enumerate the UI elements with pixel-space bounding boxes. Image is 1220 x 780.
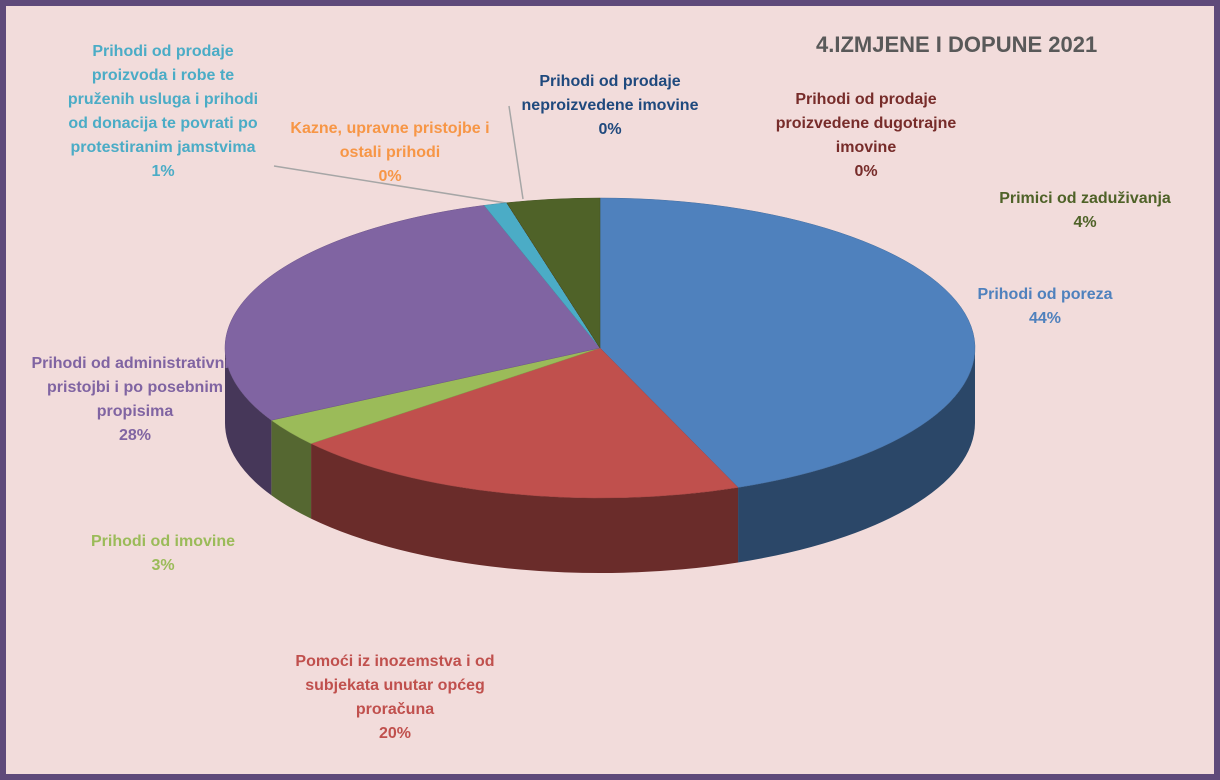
slice-side — [225, 348, 272, 496]
chart-title: 4.IZMJENE I DOPUNE 2021 — [816, 32, 1098, 57]
slice — [599, 197, 976, 488]
value-label: 0% — [598, 121, 622, 138]
leader-line — [273, 165, 507, 204]
category-name: Prihodi od prodaje proizvoda i robe te p… — [67, 43, 259, 156]
value-label: 4% — [1073, 214, 1097, 231]
slice-label: Prihodi od prodaje proizvoda i robe te p… — [61, 40, 266, 184]
category-name: Primici od zaduživanja — [999, 190, 1171, 207]
category-name: Prihodi od poreza — [977, 286, 1113, 303]
category-name: Prihodi od prodaje neproizvedene imovine — [521, 73, 699, 114]
slice — [310, 347, 739, 499]
slice-label: Prihodi od administrativnih pristojbi i … — [15, 352, 255, 448]
value-label: 1% — [151, 163, 175, 180]
value-label: 44% — [1028, 310, 1062, 327]
slice-side — [738, 348, 975, 563]
category-name: Prihodi od administrativnih pristojbi i … — [31, 355, 239, 420]
slice-label: Prihodi od prodaje proizvedene dugotrajn… — [761, 88, 971, 184]
category-name: Kazne, upravne pristojbe i ostali prihod… — [290, 120, 490, 161]
slice — [224, 205, 601, 421]
slice-label: Kazne, upravne pristojbe i ostali prihod… — [278, 117, 503, 189]
value-label: 0% — [378, 168, 402, 185]
slice-label: Prihodi od prodaje neproizvedene imovine… — [510, 70, 710, 142]
slice — [506, 197, 601, 349]
slice-label: Primici od zaduživanja 4% — [975, 187, 1195, 235]
slice-side — [271, 420, 312, 519]
category-name: Prihodi od prodaje proizvedene dugotrajn… — [775, 91, 957, 156]
category-name: Pomoći iz inozemstva i od subjekata unut… — [295, 653, 495, 718]
value-label: 20% — [378, 725, 412, 742]
value-label: 28% — [118, 427, 152, 444]
slice-side — [311, 443, 739, 574]
value-label: 3% — [151, 557, 175, 574]
value-label: 0% — [854, 163, 878, 180]
category-name: Prihodi od imovine — [90, 533, 235, 550]
pie-tops — [224, 197, 976, 499]
slice-label: Pomoći iz inozemstva i od subjekata unut… — [280, 650, 510, 746]
slice-label: Prihodi od poreza 44% — [955, 283, 1135, 331]
slice-label: Prihodi od imovine 3% — [53, 530, 273, 578]
leader-line — [508, 105, 524, 200]
pie-canvas — [224, 105, 976, 574]
pie-sides — [225, 348, 975, 574]
